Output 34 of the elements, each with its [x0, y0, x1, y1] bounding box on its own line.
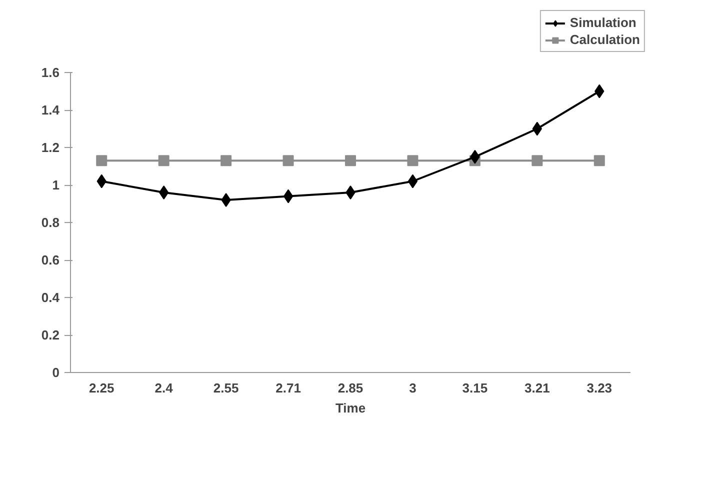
x-tick-label: 3.21 [524, 380, 550, 396]
point [158, 155, 170, 166]
point [96, 155, 108, 166]
y-tick-label: 1.2 [41, 140, 60, 155]
x-tick-label: 2.55 [213, 380, 239, 396]
point [408, 174, 418, 188]
y-tick-label: 0 [52, 365, 60, 380]
point [532, 155, 543, 166]
point [282, 155, 294, 166]
x-tick-label: 3.23 [586, 380, 612, 396]
point [221, 193, 231, 207]
x-tick-label: 3 [409, 380, 416, 396]
point [407, 155, 418, 166]
x-tick-label: 2.71 [276, 380, 301, 396]
y-tick-label: 0.2 [41, 328, 60, 342]
x-tick-label: 3.15 [462, 380, 488, 396]
x-tick-label: 2.85 [338, 380, 364, 396]
point [594, 155, 605, 166]
legend-label: Simulation [570, 15, 636, 30]
y-tick-label: 0.8 [41, 215, 60, 230]
point [283, 189, 294, 204]
y-tick-label: 0.4 [41, 290, 60, 305]
point [346, 186, 356, 200]
y-tick-label: 0.6 [41, 252, 60, 268]
point [345, 155, 356, 166]
y-tick-label: 1.4 [41, 102, 60, 118]
point [159, 186, 169, 200]
y-tick-label: 1 [52, 178, 60, 192]
x-tick-label: 2.25 [88, 380, 114, 396]
legend-label: Calculation [570, 32, 640, 47]
point [220, 155, 232, 166]
y-tick-label: 1.6 [41, 65, 60, 80]
x-axis-title: Time [335, 400, 366, 416]
x-tick-label: 2.4 [154, 380, 174, 396]
